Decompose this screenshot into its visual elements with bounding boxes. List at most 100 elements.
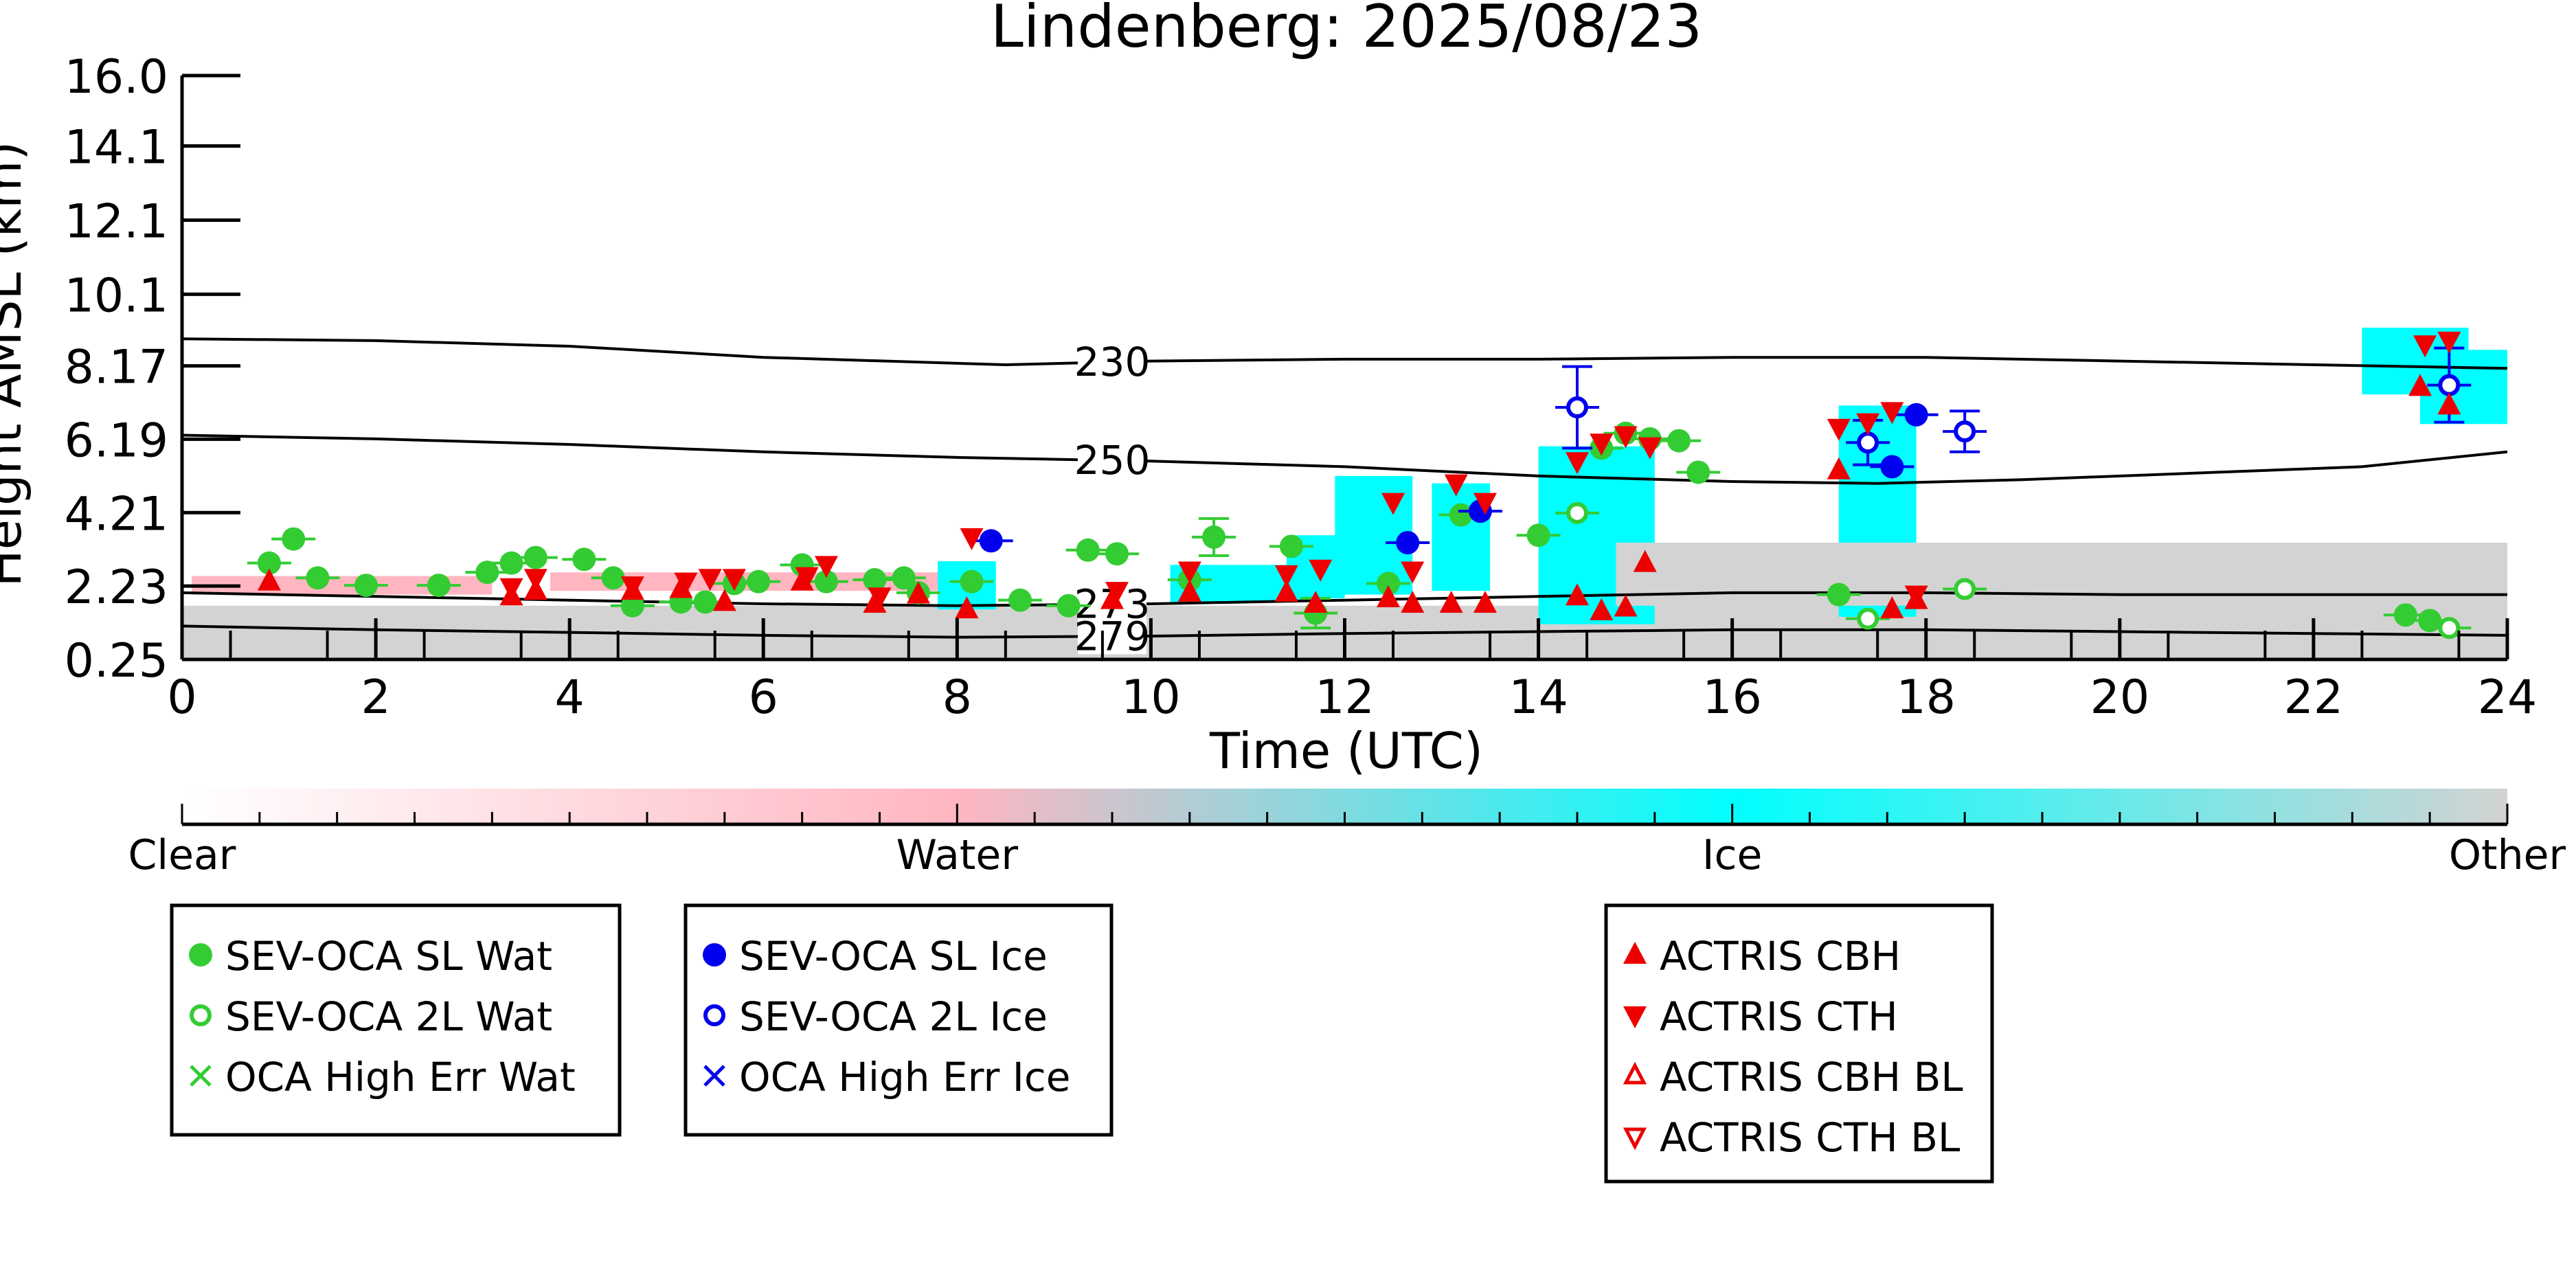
data-point bbox=[523, 545, 547, 569]
data-point bbox=[2418, 609, 2442, 633]
data-point bbox=[674, 572, 698, 595]
y-tick-label: 16.0 bbox=[65, 50, 168, 104]
data-point bbox=[1566, 452, 1589, 475]
contour-250 bbox=[181, 433, 2508, 485]
y-tick-label: 4.21 bbox=[65, 487, 168, 541]
data-point bbox=[499, 578, 523, 600]
data-point bbox=[1667, 429, 1691, 453]
data-point bbox=[1177, 579, 1201, 602]
data-point bbox=[1614, 426, 1638, 449]
legend-label: SEV-OCA SL Wat bbox=[225, 933, 552, 980]
data-point bbox=[572, 547, 596, 572]
data-point bbox=[1880, 455, 1904, 479]
x-tick-label: 2 bbox=[361, 670, 390, 725]
y-tick-label: 12.1 bbox=[65, 194, 168, 249]
chart-title: Lindenberg: 2025/08/23 bbox=[991, 0, 1702, 61]
legend-marker bbox=[703, 943, 726, 967]
data-point bbox=[620, 576, 644, 599]
data-point bbox=[1376, 572, 1400, 596]
legend-marker bbox=[1623, 942, 1647, 964]
data-point bbox=[1638, 437, 1662, 460]
x-tick-label: 24 bbox=[2478, 670, 2538, 725]
data-point bbox=[2438, 374, 2461, 396]
data-point bbox=[1396, 531, 1420, 554]
data-point bbox=[892, 566, 916, 590]
data-point bbox=[282, 527, 306, 551]
y-axis-label: Height AMSL (km) bbox=[0, 142, 32, 587]
colorbar-label-clear: Clear bbox=[128, 831, 236, 879]
legend-label: ACTRIS CBH BL bbox=[1660, 1054, 1963, 1100]
data-point bbox=[1177, 561, 1201, 584]
data-point bbox=[814, 569, 838, 594]
legend-frame bbox=[170, 903, 622, 1137]
colorbar-label-water: Water bbox=[896, 831, 1019, 879]
x-tick-label: 22 bbox=[2284, 670, 2344, 725]
data-point bbox=[1614, 594, 1638, 617]
y-tick-label: 14.1 bbox=[65, 121, 168, 175]
data-point bbox=[2393, 603, 2417, 627]
x-tick-label: 4 bbox=[555, 670, 585, 725]
data-point bbox=[1105, 542, 1129, 566]
legend-label: ACTRIS CBH bbox=[1660, 933, 1901, 980]
data-point bbox=[906, 581, 930, 604]
data-point bbox=[1856, 413, 1880, 436]
legend-marker bbox=[1623, 1127, 1647, 1151]
legend-label: OCA High Err Wat bbox=[225, 1054, 576, 1100]
data-point bbox=[1376, 585, 1400, 607]
data-point bbox=[1857, 431, 1879, 454]
data-point bbox=[955, 596, 979, 619]
data-point bbox=[2438, 617, 2461, 640]
data-point bbox=[1439, 591, 1463, 613]
legend-label: ACTRIS CTH bbox=[1660, 993, 1898, 1040]
data-point bbox=[747, 569, 771, 594]
y-tick-label: 0.25 bbox=[65, 634, 168, 688]
data-point bbox=[1309, 559, 1333, 582]
legend-frame bbox=[683, 903, 1114, 1137]
data-point bbox=[712, 589, 736, 611]
colorbar-label-other: Other bbox=[2449, 831, 2566, 879]
data-point bbox=[1279, 534, 1303, 558]
data-point bbox=[1274, 565, 1298, 587]
data-point bbox=[979, 529, 1003, 553]
data-point bbox=[1857, 607, 1879, 630]
data-point bbox=[1444, 474, 1468, 497]
data-point bbox=[601, 566, 625, 590]
data-point bbox=[1827, 418, 1851, 441]
data-point bbox=[523, 569, 547, 591]
legend-box-1: SEV-OCA SL Wat SEV-OCA 2L Wat OCA High Err… bbox=[170, 903, 622, 1137]
data-point bbox=[257, 551, 281, 575]
legend-label: SEV-OCA SL Ice bbox=[739, 933, 1048, 980]
data-point bbox=[1590, 598, 1614, 620]
data-point bbox=[1401, 591, 1425, 613]
legend-label: ACTRIS CTH BL bbox=[1660, 1114, 1960, 1161]
data-point bbox=[257, 568, 281, 591]
legend-marker bbox=[190, 1065, 212, 1087]
series-sev-oca-sl-ice bbox=[969, 403, 1939, 554]
data-point bbox=[1954, 578, 1976, 600]
data-point bbox=[1566, 501, 1588, 524]
legend-marker bbox=[1623, 1061, 1647, 1085]
x-tick-label: 10 bbox=[1121, 670, 1181, 725]
data-point bbox=[499, 551, 523, 575]
x-tick-label: 20 bbox=[2090, 670, 2150, 725]
data-point bbox=[1686, 460, 1710, 484]
classification-region-ice bbox=[2420, 350, 2507, 425]
legend-box-3: ACTRIS CBH ACTRIS CTH ACTRIS CBH BL ACTRIS … bbox=[1604, 903, 1994, 1184]
data-point bbox=[1566, 396, 1588, 419]
x-tick-label: 16 bbox=[1702, 670, 1762, 725]
data-point bbox=[2437, 331, 2461, 354]
legend-marker bbox=[190, 1004, 212, 1026]
classification-region-other bbox=[1616, 543, 2507, 606]
data-point bbox=[1827, 457, 1851, 479]
data-point bbox=[427, 574, 451, 598]
data-point bbox=[354, 574, 378, 598]
data-point bbox=[1880, 596, 1904, 619]
data-point bbox=[960, 569, 984, 594]
contour-230 bbox=[181, 337, 2508, 370]
data-point bbox=[795, 567, 819, 589]
contour-label-279: 279 bbox=[1074, 613, 1151, 659]
contour-273 bbox=[181, 591, 2507, 607]
series-sev-oca-2l-wat bbox=[1555, 501, 2472, 640]
data-point bbox=[1880, 402, 1904, 425]
